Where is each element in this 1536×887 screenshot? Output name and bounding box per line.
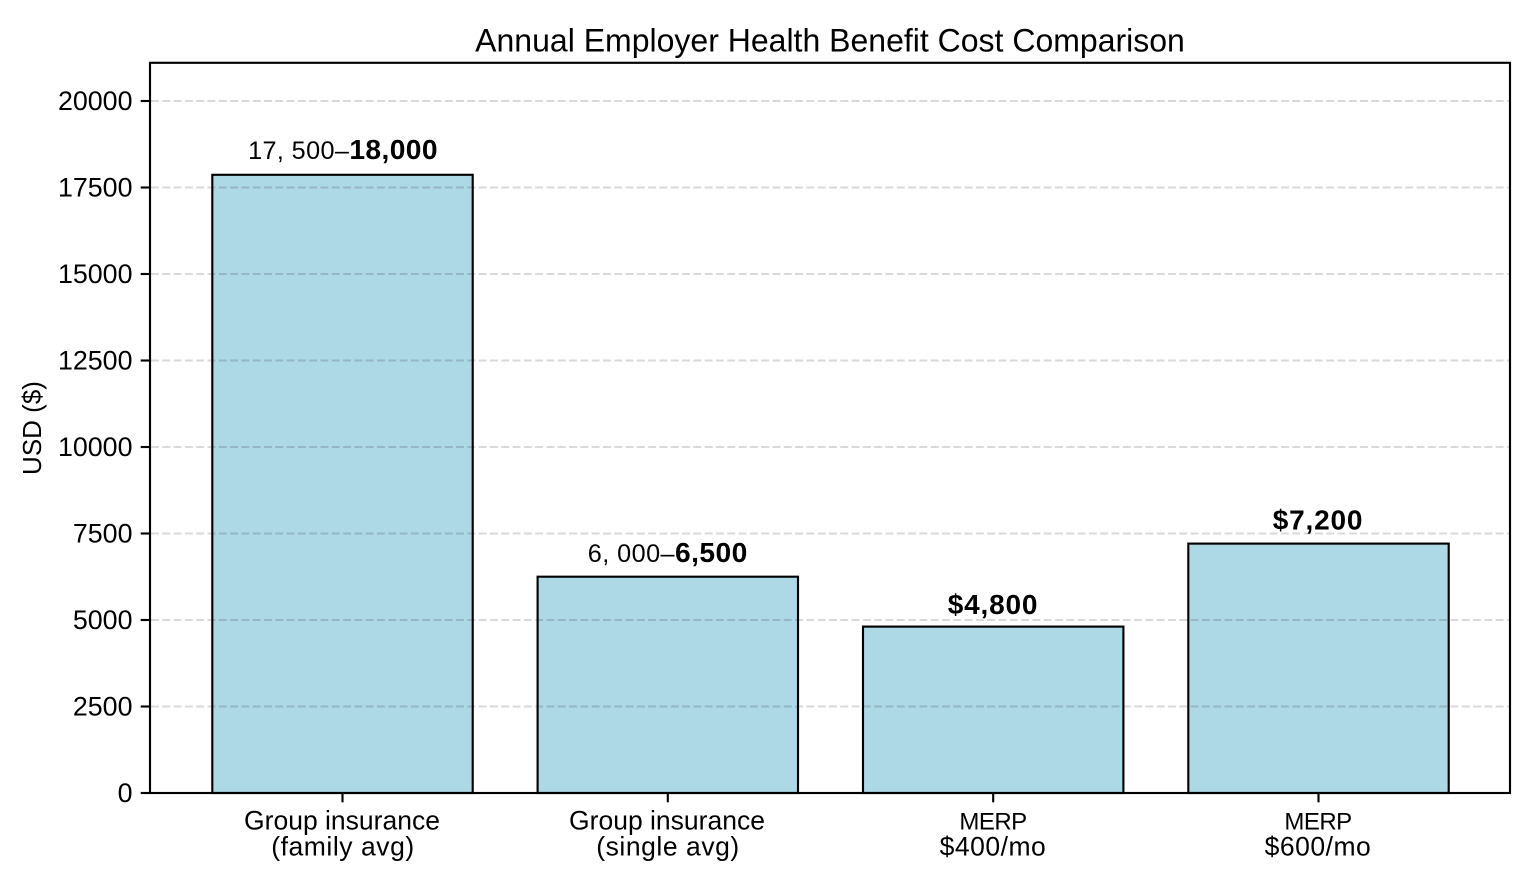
svg-text:7500: 7500 <box>73 519 133 549</box>
svg-text:17, 500–18,000: 17, 500–18,000 <box>248 133 438 165</box>
svg-text:2500: 2500 <box>73 692 133 722</box>
svg-text:MERP: MERP <box>959 808 1026 835</box>
svg-text:$400/mo: $400/mo <box>940 832 1047 862</box>
svg-text:$7,200: $7,200 <box>1273 505 1363 536</box>
svg-text:Group insurance: Group insurance <box>244 805 440 835</box>
svg-text:Group insurance: Group insurance <box>569 805 765 835</box>
svg-text:0: 0 <box>118 778 133 808</box>
svg-text:(single avg): (single avg) <box>596 832 740 862</box>
svg-text:5000: 5000 <box>73 605 133 635</box>
svg-text:Annual Employer Health Benefit: Annual Employer Health Benefit Cost Comp… <box>475 23 1185 59</box>
svg-text:17500: 17500 <box>58 173 133 203</box>
svg-text:6, 000–6,500: 6, 000–6,500 <box>588 536 748 568</box>
svg-text:MERP: MERP <box>1284 808 1351 835</box>
svg-text:12500: 12500 <box>58 346 133 376</box>
svg-text:$600/mo: $600/mo <box>1265 832 1372 862</box>
svg-text:15000: 15000 <box>58 259 133 289</box>
svg-text:20000: 20000 <box>58 86 133 116</box>
svg-text:$4,800: $4,800 <box>948 589 1038 620</box>
svg-text:(family avg): (family avg) <box>271 832 415 862</box>
svg-text:10000: 10000 <box>58 432 133 462</box>
svg-text:USD ($): USD ($) <box>17 381 47 475</box>
